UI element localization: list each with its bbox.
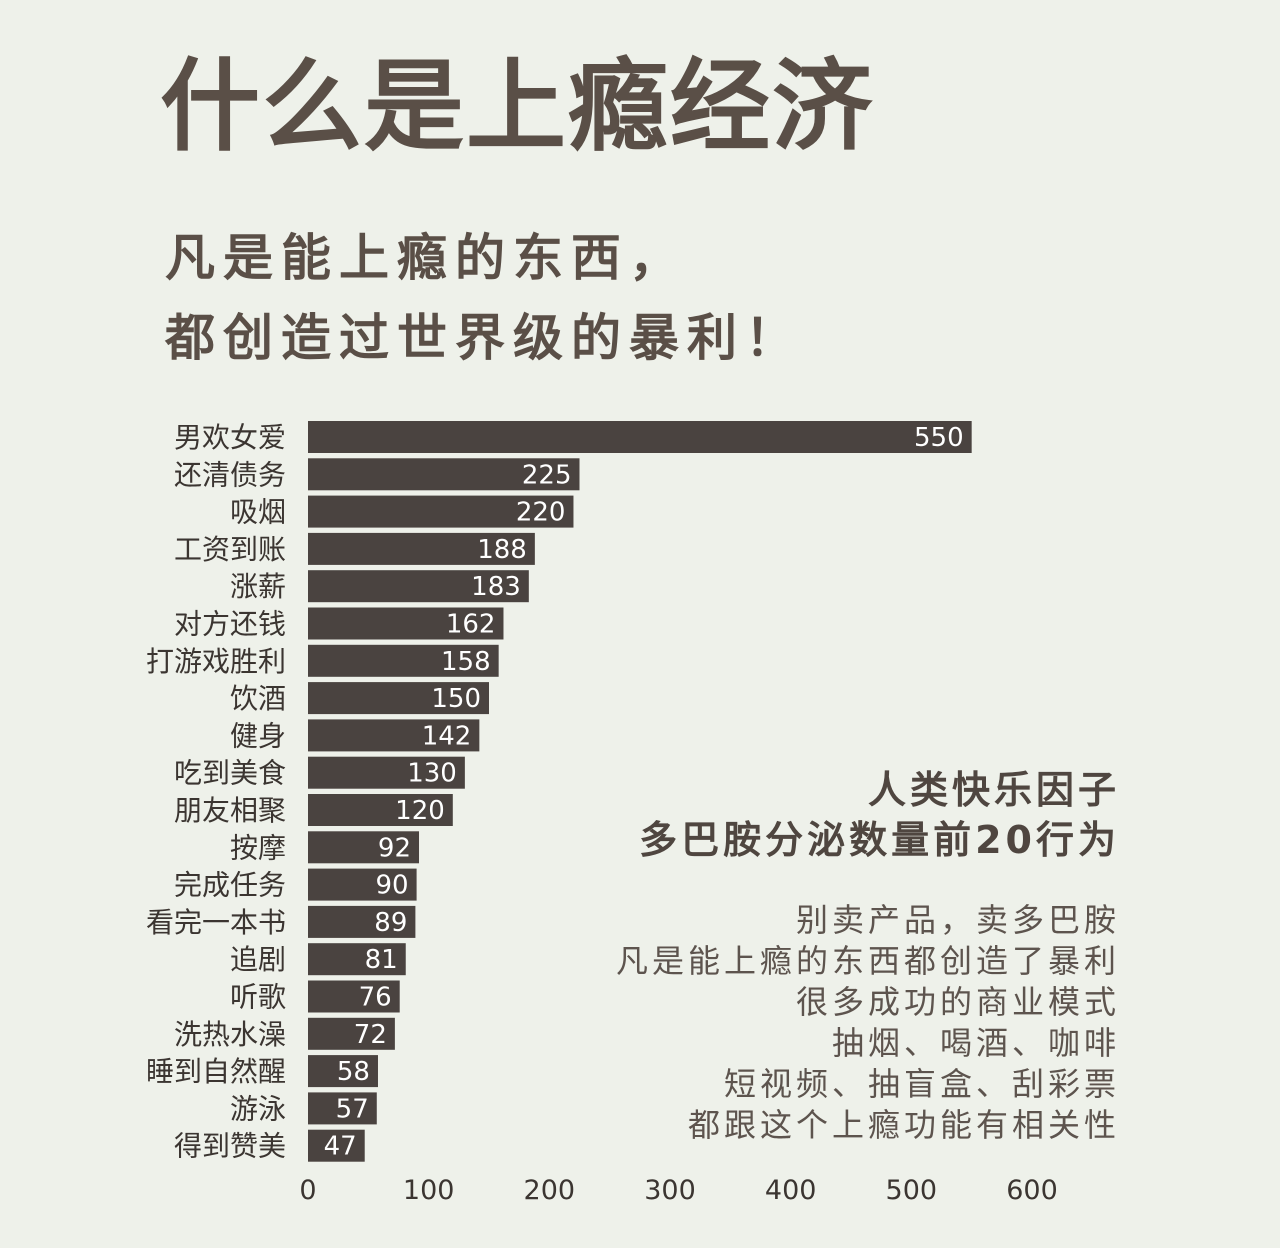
subtitle-line-1: 凡是能上瘾的东西， <box>165 229 687 287</box>
category-label: 还清债务 <box>174 458 286 491</box>
category-label: 听歌 <box>230 981 286 1014</box>
category-label: 饮酒 <box>230 682 286 715</box>
x-tick-label: 0 <box>299 1175 316 1206</box>
bar-value-label: 183 <box>471 572 521 602</box>
bar-value-label: 76 <box>359 983 392 1013</box>
annotation-body-line-2: 凡是能上瘾的东西都创造了暴利 <box>615 942 1120 980</box>
x-tick-label: 100 <box>403 1175 455 1206</box>
bar-value-label: 90 <box>376 871 409 901</box>
annotation-body-line-4: 抽烟、喝酒、咖啡 <box>831 1024 1120 1062</box>
bar-value-label: 150 <box>431 684 481 714</box>
category-label: 朋友相聚 <box>174 794 286 827</box>
subtitle: 凡是能上瘾的东西， 都创造过世界级的暴利！ <box>165 218 803 378</box>
chart-annotation-heading: 人类快乐因子 多巴胺分泌数量前20行为 <box>639 765 1120 865</box>
category-label: 对方还钱 <box>174 608 286 641</box>
bar-value-label: 58 <box>337 1057 370 1087</box>
bar-value-label: 162 <box>446 610 496 640</box>
bar-value-label: 89 <box>374 908 407 938</box>
bar <box>308 1129 365 1162</box>
bar <box>308 943 406 976</box>
category-label: 健身 <box>230 719 286 752</box>
bar <box>308 495 574 528</box>
category-label: 按摩 <box>230 831 286 864</box>
annotation-body-line-3: 很多成功的商业模式 <box>795 983 1120 1021</box>
bar <box>308 570 529 603</box>
bar-value-label: 550 <box>914 423 964 453</box>
bar <box>308 421 972 453</box>
chart-annotation-body: 别卖产品，卖多巴胺 凡是能上瘾的东西都创造了暴利 很多成功的商业模式 抽烟、喝酒… <box>616 900 1120 1146</box>
bar-value-label: 57 <box>336 1094 369 1124</box>
x-tick-label: 600 <box>1006 1175 1058 1206</box>
category-label: 完成任务 <box>174 869 286 902</box>
category-label: 睡到自然醒 <box>146 1055 286 1088</box>
bar <box>308 682 489 715</box>
x-tick-label: 200 <box>524 1175 576 1206</box>
bar-value-label: 130 <box>407 759 457 789</box>
x-tick-label: 500 <box>886 1175 938 1206</box>
category-label: 涨薪 <box>230 570 286 603</box>
category-label: 工资到账 <box>174 533 286 566</box>
bar <box>308 1017 395 1050</box>
bar-value-label: 92 <box>378 833 411 863</box>
bar-value-label: 81 <box>365 945 398 975</box>
bar-value-label: 225 <box>522 460 572 490</box>
bar <box>308 607 504 640</box>
category-label: 游泳 <box>230 1092 286 1125</box>
annotation-body-line-1: 别卖产品，卖多巴胺 <box>795 901 1120 939</box>
bar-value-label: 120 <box>395 796 445 826</box>
bar-value-label: 158 <box>441 647 491 677</box>
bar <box>308 1055 378 1088</box>
category-label: 追剧 <box>230 943 286 976</box>
bar-value-label: 72 <box>354 1020 387 1050</box>
bar <box>308 458 580 491</box>
x-tick-label: 400 <box>765 1175 817 1206</box>
bar-value-label: 47 <box>324 1132 357 1162</box>
bar <box>308 719 480 752</box>
bar <box>308 644 499 677</box>
page-title: 什么是上瘾经济 <box>160 48 874 165</box>
bar-value-label: 220 <box>516 498 566 528</box>
bar-value-label: 142 <box>422 721 472 751</box>
bar <box>308 905 416 938</box>
subtitle-line-2: 都创造过世界级的暴利！ <box>165 309 803 367</box>
annotation-heading-line-1: 人类快乐因子 <box>867 768 1120 812</box>
category-label: 男欢女爱 <box>174 421 286 454</box>
category-label: 吃到美食 <box>174 757 286 790</box>
annotation-heading-line-2: 多巴胺分泌数量前20行为 <box>639 818 1120 862</box>
bar <box>308 794 453 826</box>
category-label: 吸烟 <box>230 496 286 529</box>
bar-value-label: 188 <box>477 535 527 565</box>
bar <box>308 1092 377 1125</box>
bar <box>308 868 417 901</box>
bar <box>308 831 420 864</box>
bar <box>308 756 465 789</box>
category-label: 洗热水澡 <box>174 1018 286 1051</box>
category-label: 看完一本书 <box>146 906 286 939</box>
annotation-body-line-5: 短视频、抽盲盒、刮彩票 <box>723 1065 1120 1103</box>
bar <box>308 980 400 1013</box>
category-label: 得到赞美 <box>174 1130 286 1163</box>
x-tick-label: 300 <box>644 1175 696 1206</box>
category-label: 打游戏胜利 <box>146 645 286 678</box>
bar <box>308 532 535 565</box>
annotation-body-line-6: 都跟这个上瘾功能有相关性 <box>687 1106 1120 1144</box>
